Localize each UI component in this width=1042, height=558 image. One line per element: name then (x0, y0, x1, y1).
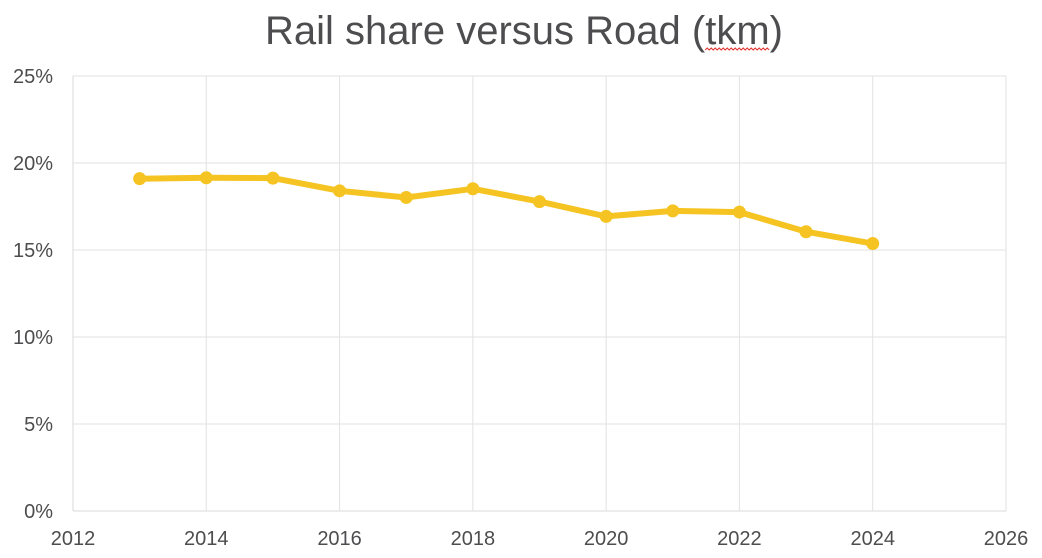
series-layer (133, 171, 880, 251)
x-tick-label: 2024 (850, 528, 895, 550)
grid (72, 75, 1007, 512)
x-tick-label: 2026 (984, 528, 1029, 550)
y-tick-label: 0% (24, 501, 53, 523)
data-point (533, 195, 546, 209)
x-tick-label: 2020 (584, 528, 629, 550)
y-tick-label: 5% (24, 414, 53, 436)
data-point (666, 204, 680, 218)
data-point (199, 171, 213, 185)
x-tick-label: 2012 (51, 528, 96, 550)
x-tick-label: 2014 (184, 528, 229, 550)
x-tick-label: 2018 (451, 528, 496, 550)
data-point (866, 237, 880, 251)
series-line (136, 174, 876, 247)
data-point (466, 182, 480, 196)
data-point (266, 171, 280, 185)
y-tick-label: 20% (13, 153, 53, 175)
y-tick-label: 10% (13, 327, 53, 349)
x-tick-label: 2016 (317, 528, 362, 550)
data-point (732, 205, 746, 219)
data-point (799, 225, 813, 239)
data-point (333, 184, 347, 198)
data-point (399, 190, 413, 204)
x-tick-label: 2022 (717, 528, 762, 550)
tick-labels: 0% 5% 10% 15% 20% 25% 2012 2014 2016 2018 2020 2022… (13, 66, 1028, 550)
y-tick-label: 25% (13, 66, 53, 88)
y-tick-label: 15% (13, 240, 53, 262)
data-point (599, 209, 613, 223)
data-point (133, 172, 147, 186)
chart-title: Rail share versus Road (tkm) (265, 9, 783, 53)
spellcheck-underline (704, 47, 770, 51)
